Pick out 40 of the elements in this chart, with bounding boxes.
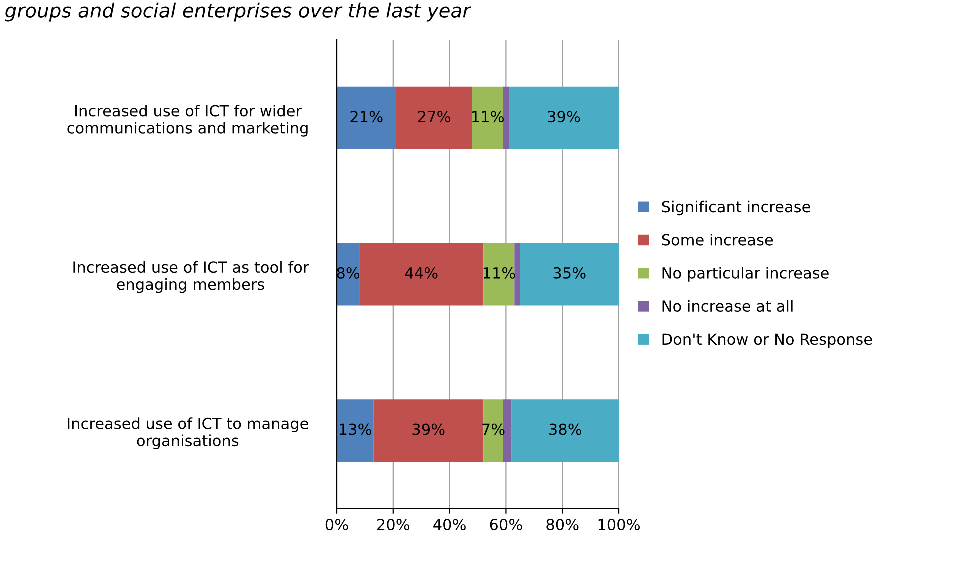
data-label: 27%: [418, 111, 450, 123]
data-label: 39%: [412, 424, 445, 436]
data-label: 44%: [405, 267, 438, 279]
y-tick-label: Increased use of ICT as tool for engaging members: [74, 261, 310, 294]
bar: [509, 86, 619, 150]
bar: [503, 86, 510, 150]
x-tick-label: 0%: [326, 518, 348, 531]
legend-label: Don't Know or No Response: [662, 334, 872, 348]
bar: [374, 400, 484, 462]
bar: [337, 243, 360, 306]
data-label: 21%: [350, 111, 383, 123]
bar: [520, 243, 619, 306]
data-label: 8%: [337, 267, 360, 279]
bar: [512, 400, 619, 462]
chart-title: groups and social enterprises over the last year: [5, 2, 472, 22]
x-tick-label: 20%: [378, 518, 410, 531]
x-tick-label: 60%: [490, 518, 522, 531]
bar: [503, 400, 512, 462]
data-label: 35%: [554, 267, 586, 279]
x-tick-label: 80%: [546, 518, 579, 531]
bar: [472, 86, 504, 150]
legend-label: Some increase: [662, 234, 774, 246]
y-tick-label: Increased use of ICT for wider communications and marketing: [68, 104, 308, 137]
data-label: 39%: [548, 111, 580, 123]
bar: [396, 86, 472, 150]
bar: [337, 86, 396, 150]
legend-label: No increase at all: [662, 300, 793, 312]
bar: [484, 243, 515, 306]
x-tick-label: 100%: [598, 518, 640, 531]
data-label: 11%: [484, 267, 516, 279]
data-label: 13%: [340, 424, 372, 436]
legend-label: No particular increase: [662, 267, 829, 282]
bar: [360, 243, 484, 306]
bar: [337, 400, 374, 462]
y-tick-label: Increased use of ICT to manage organisations: [68, 418, 308, 450]
data-label: 11%: [472, 111, 504, 123]
x-tick-label: 40%: [434, 518, 466, 531]
legend-label: Significant increase: [662, 200, 810, 216]
bar: [514, 243, 520, 306]
data-label: 38%: [550, 424, 582, 436]
